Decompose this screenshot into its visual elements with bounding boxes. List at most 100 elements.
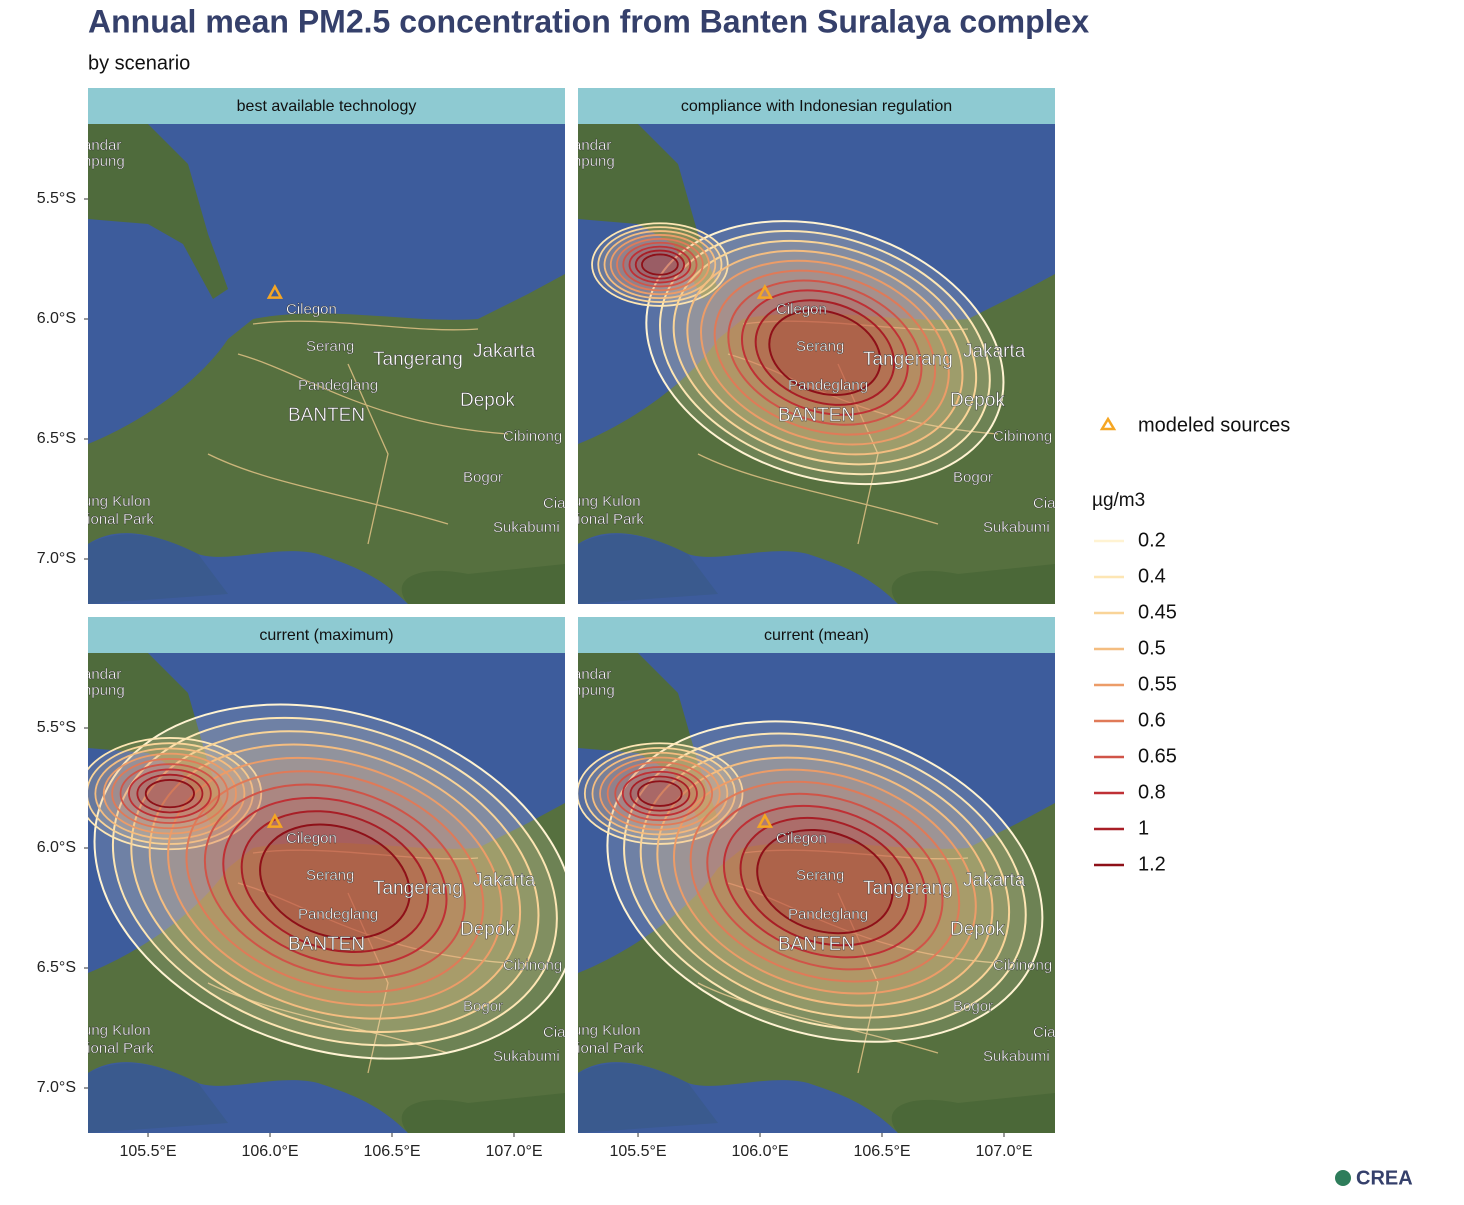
- x-tick-label: 106.5°E: [853, 1143, 910, 1160]
- contour: [722, 804, 927, 959]
- logo-text: CREA: [1356, 1167, 1413, 1189]
- place-label: ung Kulon: [573, 1022, 641, 1039]
- facet-panel: current (mean) Cilegon Serang Tangerang Jaka…: [573, 617, 1076, 1160]
- place-label: Tangerang: [863, 349, 953, 370]
- legend-source-marker: [1099, 416, 1117, 431]
- contour: [222, 796, 448, 967]
- contour: [240, 810, 430, 954]
- place-label: Cibinong: [503, 428, 562, 445]
- place-label: BANTEN: [288, 405, 365, 426]
- map: Cilegon Serang Tangerang Jakarta Pandeglang B…: [573, 653, 1076, 1133]
- place-label: Bogor: [953, 469, 993, 486]
- legend-label: 0.45: [1138, 601, 1177, 623]
- place-label: BANTEN: [778, 405, 855, 426]
- facet-label: compliance with Indonesian regulation: [681, 98, 952, 115]
- x-tick-label: 105.5°E: [119, 1143, 176, 1160]
- title: Annual mean PM2.5 concentration from Ban…: [88, 3, 1089, 39]
- contour: [645, 220, 1005, 486]
- contour: [628, 245, 692, 284]
- place-label: Jakarta: [473, 870, 536, 891]
- facet-strip: [578, 88, 1055, 124]
- contour: [606, 720, 1044, 1043]
- place-label: Cibinong: [503, 957, 562, 974]
- x-tick-label: 106.0°E: [731, 1143, 788, 1160]
- place-label: Jakarta: [963, 341, 1026, 362]
- place-label: BANTEN: [288, 934, 365, 955]
- logo: CREA: [1335, 1167, 1413, 1189]
- facet-panel: best available technology Cilegon Serang Ta…: [37, 88, 565, 604]
- place-label: tional Park: [573, 511, 644, 528]
- place-label: ung Kulon: [83, 493, 151, 510]
- place-label: Sukabumi: [983, 519, 1050, 536]
- place-label: andar: [573, 137, 611, 154]
- x-tick-label: 106.5°E: [363, 1143, 420, 1160]
- facet-panel: compliance with Indonesian regulation Cil…: [573, 88, 1076, 604]
- place-label: Cianju: [1033, 495, 1076, 512]
- legend-label: 0.8: [1138, 781, 1166, 803]
- place-label: Tangerang: [373, 349, 463, 370]
- contour: [111, 716, 558, 1047]
- contour: [659, 229, 991, 476]
- place-label: andar: [573, 666, 611, 683]
- source-marker: [756, 812, 774, 828]
- y-tick-label: 5.5°S: [37, 190, 76, 207]
- place-label: Cilegon: [286, 830, 337, 847]
- contour: [614, 766, 706, 822]
- contour: [756, 828, 894, 935]
- contour: [706, 792, 944, 971]
- contour: [609, 234, 710, 296]
- y-tick-label: 6.5°S: [37, 430, 76, 447]
- contour: [185, 770, 485, 993]
- place-label: npung: [573, 153, 615, 170]
- legend-label: 1: [1138, 817, 1149, 839]
- map: Cilegon Serang Tangerang Jakarta Pandeglang B…: [83, 124, 565, 604]
- place-label: Tangerang: [373, 878, 463, 899]
- facet-strip: [88, 617, 565, 653]
- contour: [637, 780, 683, 807]
- x-tick-label: 106.0°E: [241, 1143, 298, 1160]
- contour: [599, 756, 721, 831]
- place-label: Cibinong: [993, 428, 1052, 445]
- place-label: ung Kulon: [83, 1022, 151, 1039]
- place-label: Bogor: [463, 469, 503, 486]
- place-label: tional Park: [83, 1040, 154, 1057]
- place-label: Sukabumi: [493, 519, 560, 536]
- contour: [259, 823, 411, 940]
- source-marker: [756, 283, 774, 299]
- x-tick-label: 107.0°E: [975, 1143, 1032, 1160]
- contour: [603, 230, 717, 300]
- contour: [740, 289, 909, 416]
- contour: [700, 259, 950, 446]
- y-tick-label: 5.5°S: [37, 719, 76, 736]
- place-label: Depok: [460, 390, 515, 411]
- legend: modeled sources µg/m3 0.2 0.4 0.45 0.5 0.55 0.6…: [1092, 414, 1290, 875]
- place-label: Sukabumi: [493, 1048, 560, 1065]
- place-label: andar: [83, 666, 121, 683]
- legend-label: 0.4: [1138, 565, 1166, 587]
- place-label: Pandeglang: [298, 906, 378, 923]
- place-label: BANTEN: [778, 934, 855, 955]
- place-label: Tangerang: [863, 878, 953, 899]
- legend-source-label: modeled sources: [1138, 414, 1290, 436]
- place-label: Jakarta: [963, 870, 1026, 891]
- contour: [739, 816, 911, 947]
- place-label: Depok: [950, 919, 1005, 940]
- place-label: Pandeglang: [298, 377, 378, 394]
- place-label: andar: [83, 137, 121, 154]
- place-label: Bogor: [463, 998, 503, 1015]
- facet-label: best available technology: [237, 98, 417, 115]
- place-label: Pandeglang: [788, 906, 868, 923]
- y-tick-label: 6.0°S: [37, 839, 76, 856]
- place-label: Cianju: [1033, 1024, 1076, 1041]
- contour: [622, 241, 698, 288]
- y-tick-label: 7.0°S: [37, 1079, 76, 1096]
- legend-label: 0.5: [1138, 637, 1166, 659]
- place-label: Cilegon: [776, 301, 827, 318]
- place-label: npung: [83, 153, 125, 170]
- y-tick-label: 6.0°S: [37, 310, 76, 327]
- legend-label: 1.2: [1138, 853, 1166, 875]
- y-tick-label: 7.0°S: [37, 550, 76, 567]
- contour: [672, 768, 977, 995]
